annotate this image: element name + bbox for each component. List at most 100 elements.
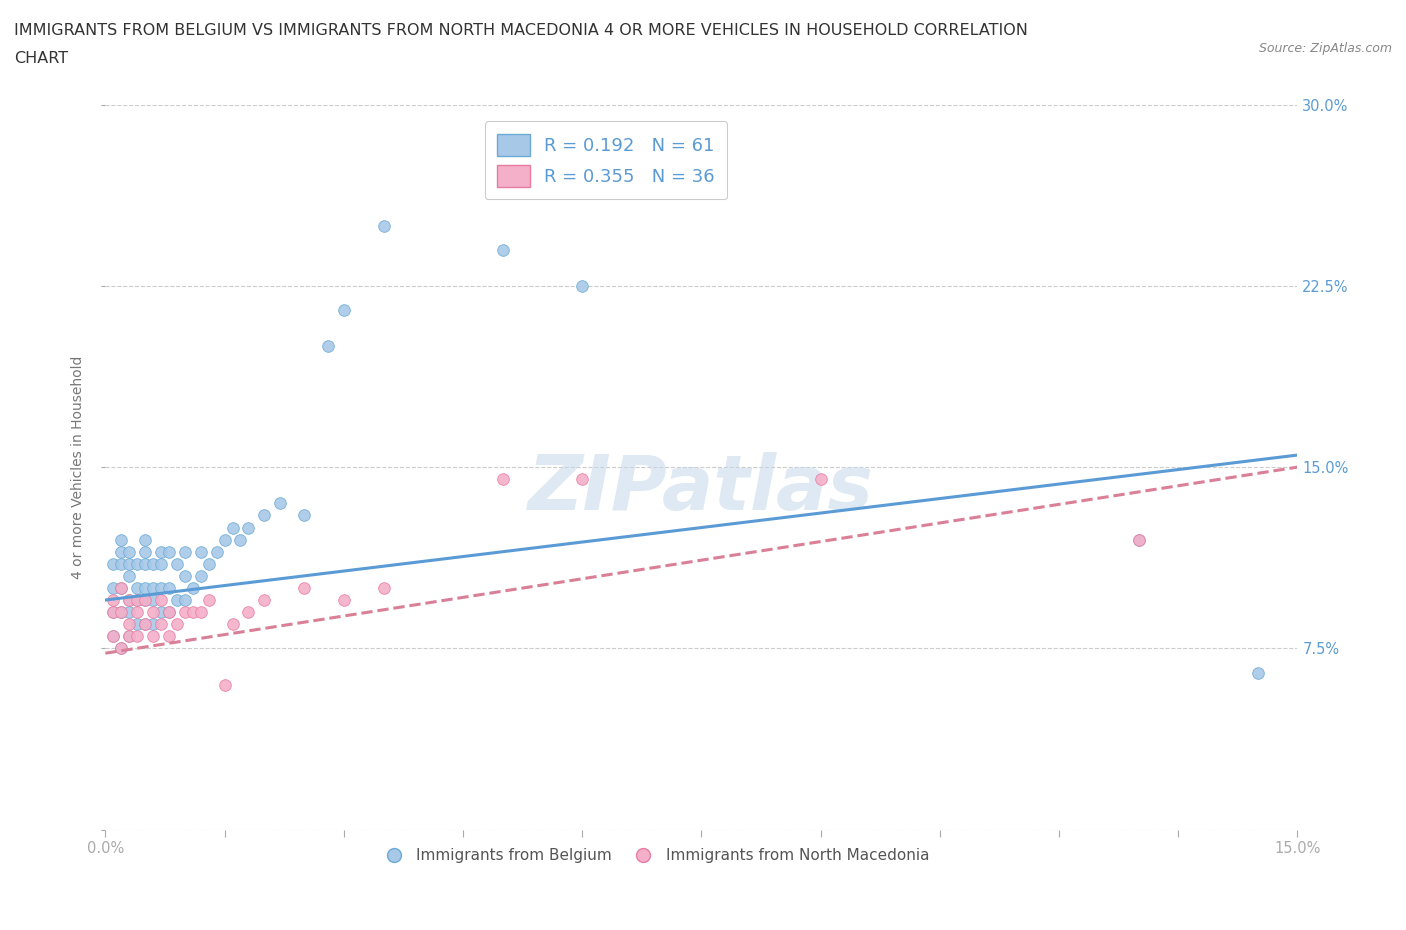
Point (127, 556, 149, 571)
Point (292, 508, 315, 523)
Point (190, 604, 212, 619)
Text: ZIPatlas: ZIPatlas (529, 452, 875, 525)
Point (110, 580, 132, 595)
Point (373, 218, 395, 232)
Point (157, 629, 180, 644)
Point (173, 544, 195, 559)
Point (173, 604, 195, 619)
Point (333, 592, 356, 607)
Point (571, 278, 593, 293)
Point (134, 592, 156, 607)
Point (103, 629, 125, 644)
Point (190, 544, 212, 559)
Point (150, 604, 173, 619)
Point (127, 592, 149, 607)
Point (197, 556, 219, 571)
Point (157, 604, 180, 619)
Point (1128, 532, 1150, 547)
Point (150, 592, 173, 607)
Point (150, 580, 173, 595)
Point (1247, 665, 1270, 680)
Point (316, 339, 339, 353)
Text: IMMIGRANTS FROM BELGIUM VS IMMIGRANTS FROM NORTH MACEDONIA 4 OR MORE VEHICLES IN: IMMIGRANTS FROM BELGIUM VS IMMIGRANTS FR… (14, 23, 1028, 38)
Point (205, 544, 228, 559)
Point (110, 532, 132, 547)
Point (118, 544, 141, 559)
Point (253, 508, 276, 523)
Point (134, 544, 156, 559)
Point (118, 592, 141, 607)
Point (110, 544, 132, 559)
Point (110, 556, 132, 571)
Point (127, 580, 149, 595)
Text: CHART: CHART (14, 51, 67, 66)
Point (157, 544, 180, 559)
Point (253, 592, 276, 607)
Point (134, 617, 156, 631)
Point (118, 568, 141, 583)
Point (142, 617, 165, 631)
Point (333, 302, 356, 317)
Point (118, 629, 141, 644)
Point (373, 580, 395, 595)
Point (173, 568, 195, 583)
Point (150, 617, 173, 631)
Legend: Immigrants from Belgium, Immigrants from North Macedonia: Immigrants from Belgium, Immigrants from… (373, 842, 935, 869)
Point (134, 617, 156, 631)
Text: Source: ZipAtlas.com: Source: ZipAtlas.com (1258, 42, 1392, 55)
Point (150, 544, 173, 559)
Point (142, 580, 165, 595)
Point (269, 496, 291, 511)
Point (118, 604, 141, 619)
Point (181, 580, 204, 595)
Point (166, 556, 188, 571)
Point (142, 556, 165, 571)
Point (103, 604, 125, 619)
Point (181, 604, 204, 619)
Point (110, 580, 132, 595)
Point (127, 629, 149, 644)
Point (197, 592, 219, 607)
Point (492, 242, 515, 257)
Point (134, 580, 156, 595)
Point (142, 592, 165, 607)
Point (214, 677, 236, 692)
Point (110, 641, 132, 656)
Point (173, 592, 195, 607)
Point (127, 592, 149, 607)
Point (103, 556, 125, 571)
Point (118, 556, 141, 571)
Point (214, 532, 236, 547)
Point (142, 629, 165, 644)
Point (221, 617, 243, 631)
Point (118, 629, 141, 644)
Point (166, 617, 188, 631)
Point (1128, 532, 1150, 547)
Point (810, 472, 832, 486)
Point (292, 580, 315, 595)
Point (110, 604, 132, 619)
Point (118, 617, 141, 631)
Point (166, 592, 188, 607)
Point (134, 556, 156, 571)
Point (157, 604, 180, 619)
Point (118, 592, 141, 607)
Point (103, 592, 125, 607)
Point (221, 520, 243, 535)
Point (150, 556, 173, 571)
Y-axis label: 4 or more Vehicles in Household: 4 or more Vehicles in Household (72, 355, 86, 578)
Point (103, 604, 125, 619)
Point (110, 604, 132, 619)
Point (134, 532, 156, 547)
Point (134, 592, 156, 607)
Point (103, 580, 125, 595)
Point (229, 532, 252, 547)
Point (190, 568, 212, 583)
Point (127, 604, 149, 619)
Point (142, 604, 165, 619)
Point (571, 472, 593, 486)
Point (238, 520, 260, 535)
Point (238, 604, 260, 619)
Point (157, 580, 180, 595)
Point (110, 641, 132, 656)
